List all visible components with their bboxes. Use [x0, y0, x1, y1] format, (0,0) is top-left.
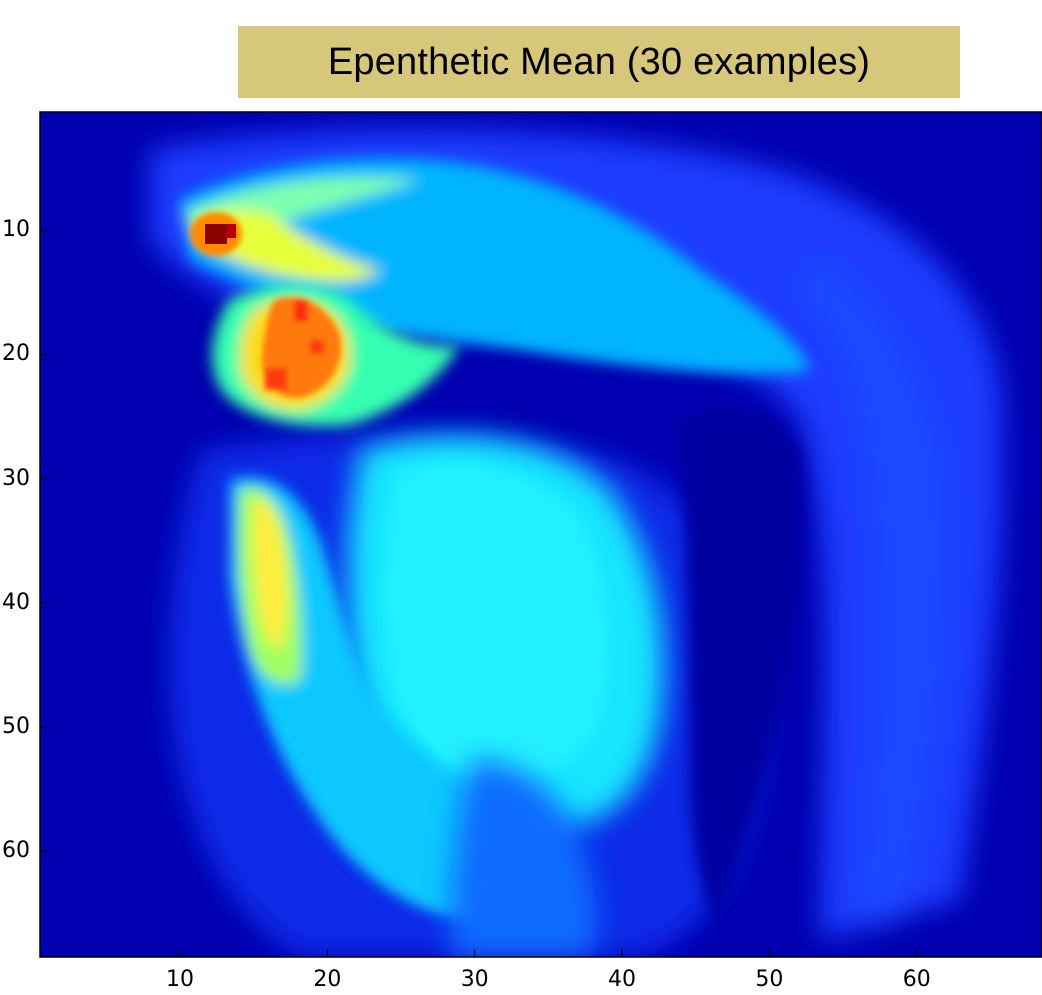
- region-pharynx: [680, 410, 804, 920]
- chart-title: Epenthetic Mean (30 examples): [327, 40, 871, 83]
- y-tick-label: 30: [2, 465, 30, 491]
- y-axis-ticks: [40, 229, 48, 852]
- cell-peak: [205, 224, 227, 244]
- x-tick-label: 10: [165, 967, 194, 992]
- x-tick-label: 50: [755, 967, 784, 992]
- cell-red-3: [310, 340, 324, 354]
- x-tick-label: 20: [313, 967, 342, 992]
- region-upper-haze: [150, 129, 1003, 940]
- y-tick-label: 60: [2, 838, 30, 864]
- y-tick-label: 50: [2, 714, 30, 740]
- cell-peak-2: [226, 224, 236, 238]
- region-tongue-core: [384, 462, 609, 783]
- y-tick-label: 40: [2, 589, 30, 615]
- x-axis-ticks: [179, 949, 918, 957]
- y-tick-label: 20: [2, 341, 30, 367]
- y-tick-label: 10: [2, 217, 30, 243]
- cell-red-2: [294, 300, 308, 322]
- x-tick-label: 60: [902, 967, 931, 992]
- region-neck: [450, 760, 597, 957]
- x-tick-label: 40: [608, 967, 637, 992]
- cell-red-1: [265, 368, 287, 390]
- chart-title-box: Epenthetic Mean (30 examples): [238, 26, 960, 98]
- axes-frame: [39, 111, 1042, 958]
- region-lower-jaw-inner: [252, 499, 288, 650]
- x-tick-label: 30: [460, 967, 489, 992]
- region-right-band: [800, 260, 948, 930]
